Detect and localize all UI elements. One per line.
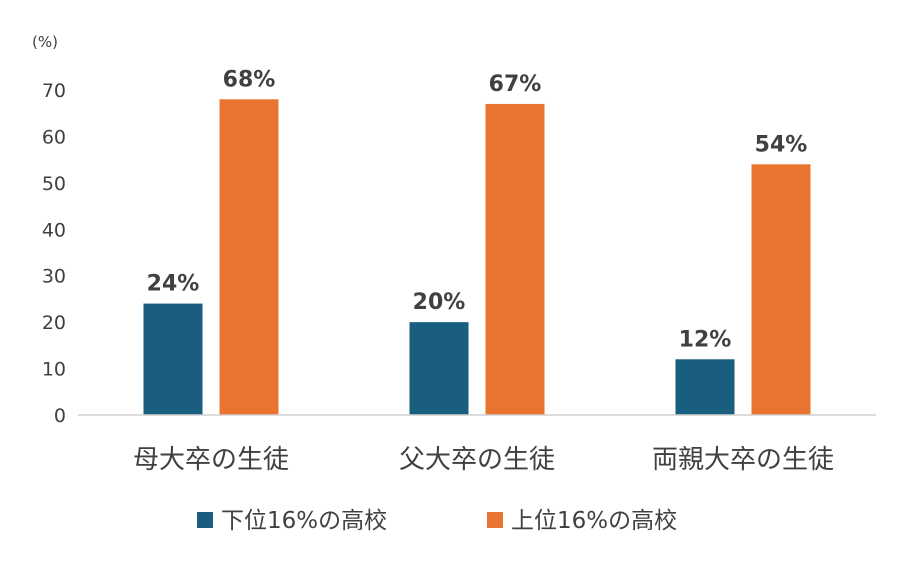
y-tick-label: 70 (42, 80, 66, 102)
data-label: 54% (755, 132, 808, 157)
data-label: 68% (223, 67, 276, 92)
bar-top16-0 (219, 99, 279, 416)
bars (143, 99, 811, 416)
legend-swatch (197, 512, 213, 528)
y-tick-label: 50 (42, 173, 66, 195)
bar-bottom16-0 (143, 303, 203, 415)
category-labels: 母大卒の生徒 父大卒の生徒 両親大卒の生徒 (133, 445, 834, 475)
bar-bottom16-2 (675, 359, 735, 415)
data-label: 67% (489, 72, 542, 97)
bar-bottom16-1 (409, 322, 469, 415)
y-tick-label: 30 (42, 266, 66, 288)
data-label: 20% (413, 290, 466, 315)
category-label: 母大卒の生徒 (133, 445, 289, 475)
bar-top16-1 (485, 103, 545, 415)
category-label: 父大卒の生徒 (399, 445, 555, 475)
y-tick-label: 0 (54, 405, 66, 427)
legend-label: 下位16%の高校 (221, 508, 387, 534)
y-tick-label: 10 (42, 359, 66, 381)
data-labels: 24% 68% 20% 67% 12% 54% (147, 67, 808, 352)
legend-swatch (487, 512, 503, 528)
data-label: 24% (147, 272, 200, 297)
y-axis-unit-label: (%) (32, 33, 58, 51)
legend-label: 上位16%の高校 (511, 508, 677, 534)
y-tick-label: 20 (42, 312, 66, 334)
y-axis-ticks: 0 10 20 30 40 50 60 70 (42, 80, 66, 427)
legend: 下位16%の高校 上位16%の高校 (197, 508, 677, 534)
category-label: 両親大卒の生徒 (652, 445, 834, 475)
y-tick-label: 40 (42, 219, 66, 241)
bar-top16-2 (751, 164, 811, 415)
y-tick-label: 60 (42, 126, 66, 148)
data-label: 12% (679, 327, 732, 352)
